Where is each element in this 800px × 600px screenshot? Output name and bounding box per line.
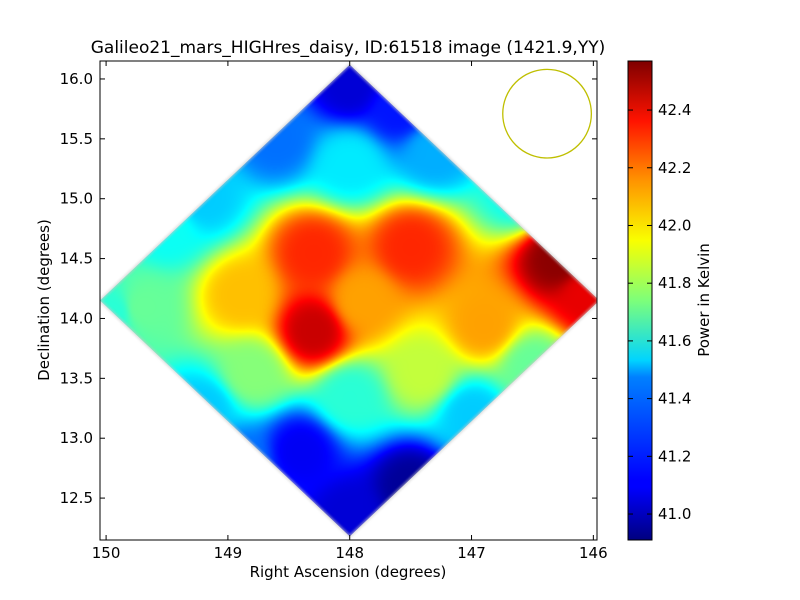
y-tick-label: 12.5 [60,489,93,507]
y-tick-label: 13.0 [60,429,93,447]
chart-title: Galileo21_mars_HIGHres_daisy, ID:61518 i… [91,38,606,58]
y-tick-label: 14.5 [60,250,93,268]
colorbar-ticks: 41.0 41.2 41.4 41.6 41.8 42.0 42.2 42.4 [628,101,691,523]
x-tick-label: 147 [457,544,486,562]
plot-frame [99,60,598,541]
y-axis-label: Declination (degrees) [35,219,53,381]
x-axis-ticks: 150 149 148 147 146 [92,61,608,562]
colorbar-tick-label: 42.0 [658,216,691,234]
colorbar-tick-label: 41.2 [658,447,691,465]
y-tick-label: 13.5 [60,369,93,387]
y-axis-ticks: 12.5 13.0 13.5 14.0 14.5 15.0 15.5 16.0 [60,70,597,507]
colorbar-tick-label: 41.6 [658,332,691,350]
colorbar-tick-label: 41.0 [658,505,691,523]
y-tick-label: 16.0 [60,70,93,88]
colorbar-tick-label: 42.4 [658,101,691,119]
colorbar-label: Power in Kelvin [695,243,713,357]
x-axis-label: Right Ascension (degrees) [250,563,447,581]
x-tick-label: 146 [579,544,608,562]
y-tick-label: 14.0 [60,309,93,327]
x-tick-label: 150 [92,544,121,562]
x-tick-label: 149 [214,544,243,562]
colorbar [627,60,653,541]
colorbar-tick-label: 41.8 [658,274,691,292]
y-tick-label: 15.5 [60,130,93,148]
colorbar-tick-label: 41.4 [658,390,691,408]
colorbar-tick-label: 42.2 [658,159,691,177]
y-tick-label: 15.0 [60,190,93,208]
beam-circle [502,68,593,159]
x-tick-label: 148 [335,544,364,562]
